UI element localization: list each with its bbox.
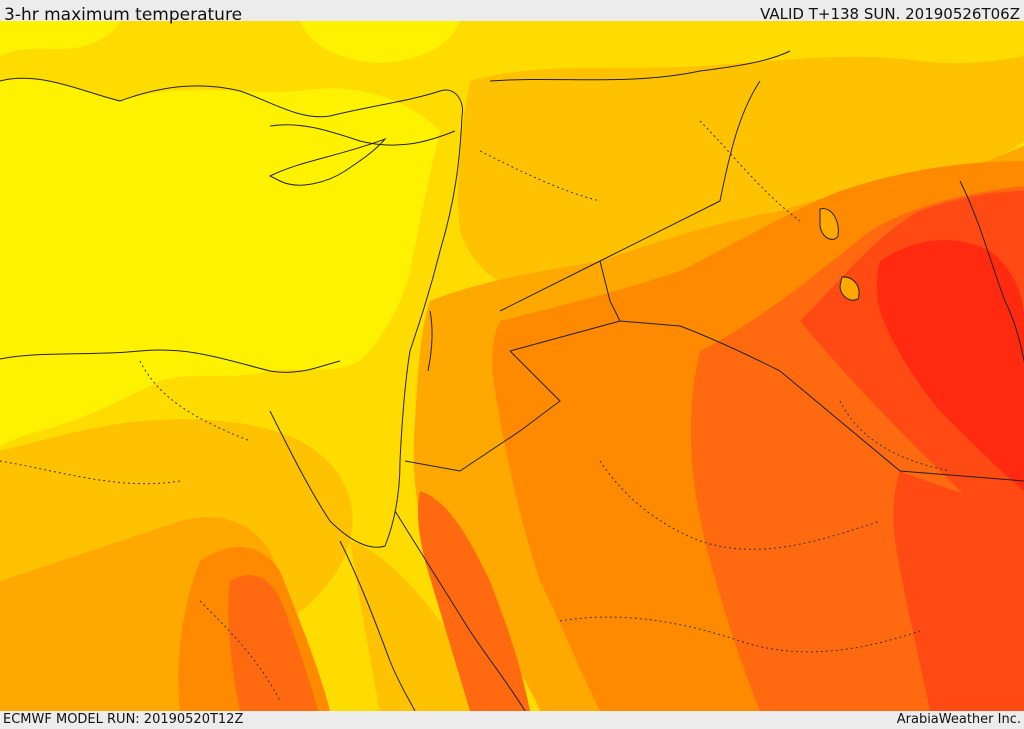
credit: ArabiaWeather Inc. [896,712,1021,727]
jordan-saudi-border [404,350,561,472]
field-mild-north [458,56,1024,291]
field-coolest-nw [0,21,120,56]
province-boundaries [0,120,951,702]
levant-coast-outline [399,115,463,462]
lake-tharthar [819,208,839,240]
turkey-south-coast-outline [269,124,456,146]
valid-time: VALID T+138 SUN. 20190526T06Z [760,5,1020,23]
field-extreme-gulf [893,471,1024,711]
field-coolest-west [0,78,440,447]
lake-razzaza [839,276,860,301]
temperature-map[interactable] [0,21,1024,711]
egypt-coast-outline [0,349,341,373]
map-title: 3-hr maximum temperature [4,5,243,25]
map-canvas [0,21,1024,711]
jordan-iraq-border [509,260,621,352]
cyprus-outline [268,137,387,186]
coastlines [0,77,1024,711]
field-max-basra [877,240,1024,491]
turkey-coast-outline [0,77,464,118]
red-sea-east-outline [394,510,526,711]
field-very-hot-hejaz [417,491,530,711]
sinai-outline [269,410,401,548]
syria-turkey-border [489,50,791,82]
persian-gulf-outline [959,180,1024,362]
saudi-iraq-border [619,320,1024,482]
red-sea-west-outline [339,540,416,711]
syria-iraq-border [499,80,761,312]
model-run: ECMWF MODEL RUN: 20190520T12Z [3,712,244,727]
field-very-hot-sudan [228,575,318,711]
dead-sea-outline [427,310,433,372]
field-coolest-north [300,21,460,63]
borders [404,50,1024,482]
footer-bar: ECMWF MODEL RUN: 20190520T12Z ArabiaWeat… [0,711,1024,729]
header-bar: 3-hr maximum temperature VALID T+138 SUN… [0,0,1024,25]
